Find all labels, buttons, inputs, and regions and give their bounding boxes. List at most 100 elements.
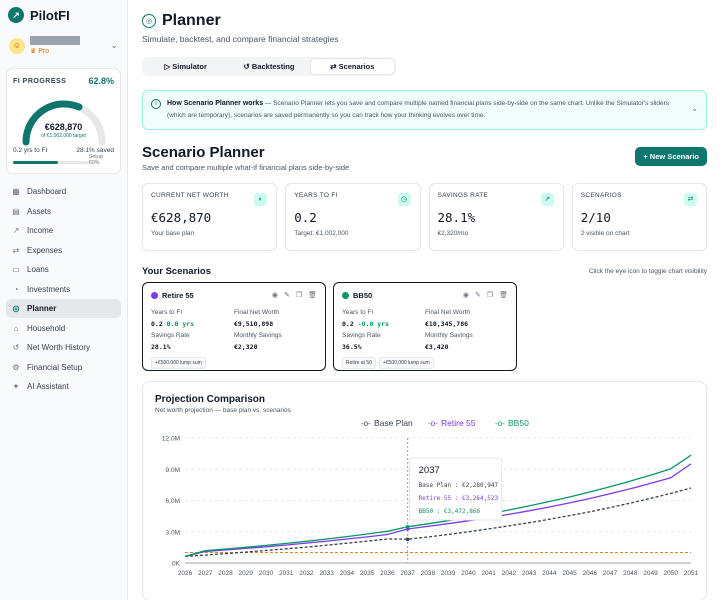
years-value: 0.2 [151, 319, 163, 328]
tab-scenarios[interactable]: ⇄ Scenarios [310, 59, 394, 74]
sidebar-item-label: Planner [27, 304, 57, 313]
sidebar-item-label: Investments [27, 284, 71, 294]
household-icon: ⌂ [13, 323, 19, 333]
chart-title: Projection Comparison [155, 393, 266, 405]
tooltip-row: BB50 : €3,472,866 [419, 508, 481, 515]
sidebar-item-income[interactable]: ↗ Income [6, 221, 121, 240]
stat-card-scenarios: SCENARIOS 2/10 2 visible on chart ⇄ [571, 182, 707, 251]
x-tick-label: 2043 [522, 570, 537, 577]
scenario-color-dot [342, 291, 349, 299]
piggy-bank-icon: ◐ [254, 192, 268, 206]
x-tick-label: 2049 [643, 570, 658, 577]
income-icon: ↗ [12, 226, 20, 235]
scenario-tags: Retire at 50 +€500,000 lump sum [342, 356, 508, 369]
x-tick-label: 2050 [664, 570, 679, 577]
pro-badge: ♛ Pro [30, 48, 50, 55]
sidebar-item-net-worth-history[interactable]: ↺ Net Worth History [6, 338, 121, 357]
sidebar-item-loans[interactable]: ▭ Loans [6, 260, 121, 279]
trash-icon[interactable]: 🗑 [499, 291, 508, 299]
x-tick-label: 2035 [360, 570, 375, 577]
scenario-metrics: Years to FI Final Net Worth 0.2 0.0 yrs €9,… [151, 309, 317, 351]
sidebar-item-planner[interactable]: ◎ Planner [6, 299, 121, 318]
tab-backtesting[interactable]: ↺ Backtesting [227, 59, 310, 74]
tab-label: Scenarios [338, 62, 375, 71]
stat-label: CURRENT NET WORTH [151, 191, 229, 199]
sidebar-item-assets[interactable]: ▤ Assets [6, 202, 121, 221]
scenario-card[interactable]: BB50 ◉ ✎ ❐ 🗑 Years to FI Final Net Worth 0.2 -0… [333, 281, 517, 371]
crown-icon: ♛ [30, 48, 39, 55]
chevron-down-icon[interactable]: ⌄ [691, 104, 698, 113]
sidebar-item-label: Household [27, 323, 66, 333]
copy-icon[interactable]: ❐ [295, 291, 303, 299]
tab-label: Simulator [172, 62, 207, 71]
fi-gauge-target: of €1,002,000 target [41, 133, 86, 139]
eye-icon[interactable]: ◉ [271, 291, 278, 299]
app-name: PilotFI [30, 7, 70, 23]
sidebar-item-household[interactable]: ⌂ Household [6, 319, 121, 338]
stat-note: €2,320/mo [437, 229, 469, 237]
user-menu[interactable]: ☺ ♛ Pro ⌄ [6, 33, 121, 58]
sidebar-item-dashboard[interactable]: ▦ Dashboard [6, 182, 121, 201]
sidebar-item-financial-setup[interactable]: ⚙ Financial Setup [6, 358, 121, 377]
tab-simulator[interactable]: ▷ Simulator [144, 59, 227, 74]
scenario-name: BB50 [353, 290, 373, 300]
projection-chart[interactable]: 0K 3.0M 6.0M 9.0M 12.0M 2026 2027 2028 2029 2030 2… [143, 382, 706, 600]
x-tick-label: 2031 [279, 570, 294, 577]
scenario-card[interactable]: Retire 55 ◉ ✎ ❐ 🗑 Years to FI Final Net Worth 0… [142, 281, 326, 371]
tooltip-box [409, 457, 503, 521]
stat-note: Target: €1,002,000 [294, 229, 349, 237]
stat-label: SCENARIOS [580, 191, 622, 199]
brand[interactable]: ↗ PilotFI [6, 7, 121, 33]
clock-icon: ◷ [397, 192, 411, 206]
legend-label: Base Plan [374, 418, 413, 428]
fi-progress-percent: 62.8% [88, 76, 114, 86]
sidebar-item-label: Net Worth History [27, 343, 90, 352]
copy-icon[interactable]: ❐ [486, 291, 494, 299]
tab-label: Backtesting [251, 62, 295, 71]
fi-progress-card[interactable]: FI PROGRESS 62.8% €628,870 of €1,002,000… [6, 68, 121, 174]
edit-icon[interactable]: ✎ [474, 291, 481, 299]
x-tick-label: 2030 [259, 570, 274, 577]
compass-icon: ◎ [142, 14, 156, 28]
trash-icon[interactable]: 🗑 [308, 291, 317, 299]
sidebar-item-expenses[interactable]: ⇄ Expenses [6, 241, 121, 260]
monthly-savings-value: €3,420 [425, 342, 449, 351]
stat-label: YEARS TO FI [294, 191, 338, 199]
saved-text: 28.1% saved [76, 147, 114, 154]
scenario-tag: Retire at 50 [342, 356, 376, 369]
legend-label: Retire 55 [441, 418, 476, 428]
sidebar: ↗ PilotFI ☺ ♛ Pro ⌄ FI PROGRESS 62.8% [0, 0, 128, 600]
trend-up-icon: ↗ [540, 192, 554, 206]
chevron-down-icon: ⌄ [110, 40, 118, 50]
x-tick-label: 2028 [218, 570, 233, 577]
scenario-cards: Retire 55 ◉ ✎ ❐ 🗑 Years to FI Final Net Worth 0… [142, 281, 707, 371]
years-to-fi-text: 0.2 yrs to FI [13, 147, 48, 154]
sparkle-icon: ✦ [12, 382, 20, 391]
info-banner[interactable]: i How Scenario Planner works — Scenario … [142, 90, 707, 130]
sidebar-item-ai-assistant[interactable]: ✦ AI Assistant [6, 377, 121, 396]
chart-subtitle: Net worth projection — base plan vs. sce… [155, 406, 291, 414]
planner-tabs: ▷ Simulator ↺ Backtesting ⇄ Scenarios [142, 57, 396, 76]
y-tick-label: 9.0M [166, 466, 180, 473]
new-scenario-button[interactable]: + New Scenario [635, 146, 707, 166]
x-tick-label: 2026 [178, 570, 193, 577]
y-tick-label: 3.0M [166, 529, 180, 536]
redacted-user-name [30, 36, 80, 45]
setup-label: Setup 60% [88, 154, 103, 166]
stat-value: 2/10 [580, 209, 611, 225]
pilotfi-logo-icon: ↗ [8, 7, 24, 23]
assets-icon: ▤ [12, 206, 20, 216]
scenario-header: BB50 [342, 291, 508, 300]
page-subtitle: Simulate, backtest, and compare financia… [142, 34, 339, 44]
compass-icon: ◎ [12, 304, 20, 313]
final-net-worth-value: €9,510,898 [234, 319, 274, 328]
eye-icon[interactable]: ◉ [462, 291, 469, 299]
final-net-worth-label: Final Net Worth [425, 308, 471, 316]
savings-rate-label: Savings Rate [342, 331, 381, 339]
savings-rate-value: 28.1% [151, 342, 171, 351]
edit-icon[interactable]: ✎ [283, 291, 290, 299]
sidebar-item-investments[interactable]: ◔ Investments [6, 280, 121, 299]
monthly-savings-value: €2,320 [234, 342, 258, 351]
savings-rate-value: 36.5% [342, 342, 362, 351]
